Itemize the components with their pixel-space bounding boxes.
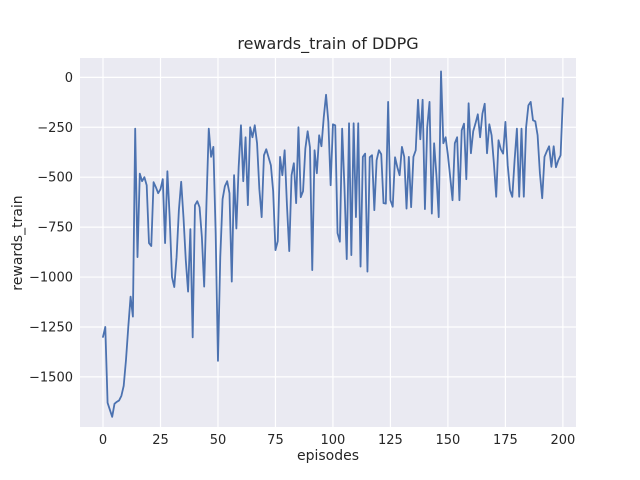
y-tick-label: −1250: [29, 320, 73, 335]
x-tick-label: 125: [378, 433, 403, 448]
y-tick-label: −1500: [29, 370, 73, 385]
x-tick-label: 0: [99, 433, 107, 448]
y-tick-label: 0: [65, 71, 73, 86]
x-tick-label: 150: [436, 433, 461, 448]
x-tick-label: 75: [267, 433, 284, 448]
x-tick-label: 175: [493, 433, 518, 448]
chart-title: rewards_train of DDPG: [237, 34, 419, 53]
x-tick-label: 50: [210, 433, 227, 448]
x-tick-label: 100: [321, 433, 346, 448]
y-axis-label: rewards_train: [10, 195, 26, 291]
x-tick-labels: 0 25 50 75 100 125 150 175 200: [99, 433, 575, 448]
series-line-rewards_train: [102, 70, 564, 418]
y-tick-label: −750: [37, 221, 73, 236]
x-axis-label: episodes: [296, 448, 360, 464]
x-tick-label: 25: [152, 433, 169, 448]
x-tick-label: 200: [550, 433, 575, 448]
y-tick-label: −1000: [29, 271, 73, 286]
y-tick-label: −250: [37, 121, 73, 136]
series-layer: [102, 70, 564, 418]
y-tick-label: −500: [37, 171, 73, 186]
y-tick-labels: 0 −250 −500 −750 −1000 −1250 −1500: [29, 71, 73, 386]
